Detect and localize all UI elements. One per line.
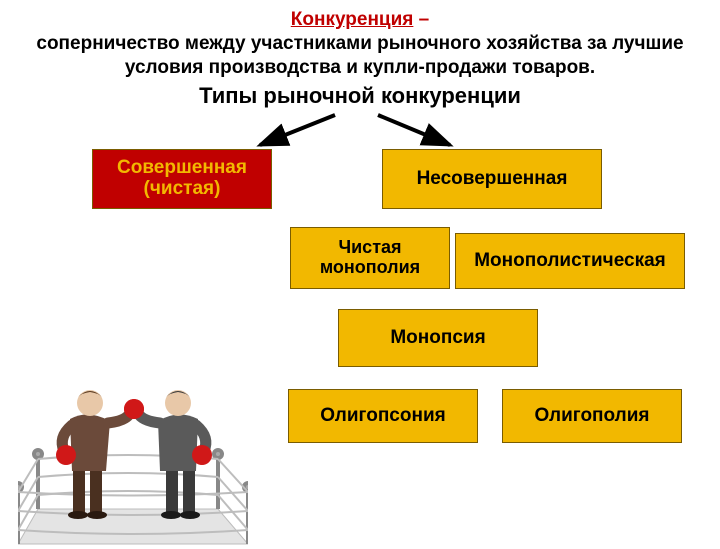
term: Конкуренция <box>291 9 414 30</box>
definition: соперничество между участниками рыночног… <box>36 33 683 78</box>
header-block: Конкуренция – соперничество между участн… <box>0 0 720 79</box>
dash: – <box>413 9 429 30</box>
boxing-ring-illustration <box>18 359 248 549</box>
box-oligopoly: Олигополия <box>502 389 682 443</box>
box-perfect: Совершенная (чистая) <box>92 149 272 209</box>
box-monopsony: Монопсия <box>338 309 538 367</box>
box-oligopsony: Олигопсония <box>288 389 478 443</box>
diagram-canvas: Совершенная (чистая) Несовершенная Чиста… <box>0 109 720 529</box>
box-monopolistic-label: Монополистическая <box>474 251 666 272</box>
box-imperfect-label: Несовершенная <box>417 169 568 190</box>
box-pure-mono: Чистая монополия <box>290 227 450 289</box>
subtitle: Типы рыночной конкуренции <box>0 83 720 109</box>
box-oligopoly-label: Олигополия <box>535 406 650 427</box>
box-monopolistic: Монополистическая <box>455 233 685 289</box>
box-perfect-label: Совершенная (чистая) <box>93 158 271 200</box>
box-oligopsony-label: Олигопсония <box>320 406 445 427</box>
box-pure-mono-label: Чистая монополия <box>291 238 449 278</box>
arrow-left <box>260 115 335 145</box>
box-monopsony-label: Монопсия <box>390 328 485 349</box>
arrow-right <box>378 115 450 145</box>
box-imperfect: Несовершенная <box>382 149 602 209</box>
